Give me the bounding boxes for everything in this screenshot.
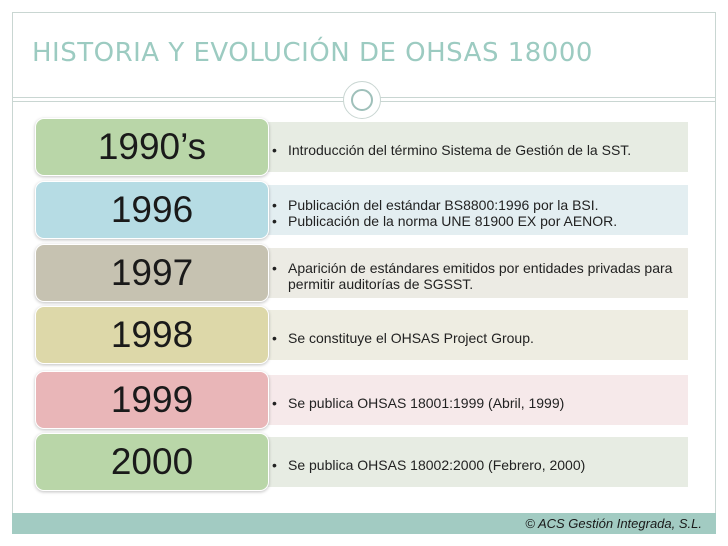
slide-title: HISTORIA Y EVOLUCIÓN DE OHSAS 18000 (32, 38, 593, 68)
timeline-row: Aparición de estándares emitidos por ent… (0, 244, 728, 302)
timeline-row: Introducción del término Sistema de Gest… (0, 118, 728, 176)
timeline-description: Se constituye el OHSAS Project Group. (250, 310, 688, 360)
year-label: 1999 (35, 371, 269, 429)
footer-bar: © ACS Gestión Integrada, S.L. (12, 513, 716, 534)
timeline-description: Publicación del estándar BS8800:1996 por… (250, 185, 688, 235)
bullet-item: Introducción del término Sistema de Gest… (272, 142, 676, 158)
year-label: 1998 (35, 306, 269, 364)
year-label: 1996 (35, 181, 269, 239)
bullet-list: Se publica OHSAS 18002:2000 (Febrero, 20… (272, 457, 676, 473)
bullet-item: Aparición de estándares emitidos por ent… (272, 260, 676, 292)
ring-ornament-inner (351, 89, 373, 111)
timeline-description: Aparición de estándares emitidos por ent… (250, 248, 688, 298)
timeline-description: Se publica OHSAS 18002:2000 (Febrero, 20… (250, 437, 688, 487)
timeline-row: Se constituye el OHSAS Project Group.199… (0, 306, 728, 364)
bullet-item: Publicación de la norma UNE 81900 EX por… (272, 213, 676, 229)
bullet-item: Se publica OHSAS 18002:2000 (Febrero, 20… (272, 457, 676, 473)
bullet-item: Publicación del estándar BS8800:1996 por… (272, 197, 676, 213)
bullet-list: Publicación del estándar BS8800:1996 por… (272, 197, 676, 229)
timeline-row: Publicación del estándar BS8800:1996 por… (0, 181, 728, 239)
timeline-description: Se publica OHSAS 18001:1999 (Abril, 1999… (250, 375, 688, 425)
bullet-list: Se constituye el OHSAS Project Group. (272, 330, 676, 346)
bullet-list: Se publica OHSAS 18001:1999 (Abril, 1999… (272, 395, 676, 411)
bullet-item: Se publica OHSAS 18001:1999 (Abril, 1999… (272, 395, 676, 411)
year-label: 2000 (35, 433, 269, 491)
timeline-description: Introducción del término Sistema de Gest… (250, 122, 688, 172)
ring-ornament-icon (343, 81, 381, 119)
year-label: 1997 (35, 244, 269, 302)
bullet-list: Introducción del término Sistema de Gest… (272, 142, 676, 158)
timeline-row: Se publica OHSAS 18001:1999 (Abril, 1999… (0, 371, 728, 429)
year-label: 1990’s (35, 118, 269, 176)
timeline-row: Se publica OHSAS 18002:2000 (Febrero, 20… (0, 433, 728, 491)
copyright-footer: © ACS Gestión Integrada, S.L. (525, 516, 702, 531)
bullet-list: Aparición de estándares emitidos por ent… (272, 260, 676, 292)
bullet-item: Se constituye el OHSAS Project Group. (272, 330, 676, 346)
